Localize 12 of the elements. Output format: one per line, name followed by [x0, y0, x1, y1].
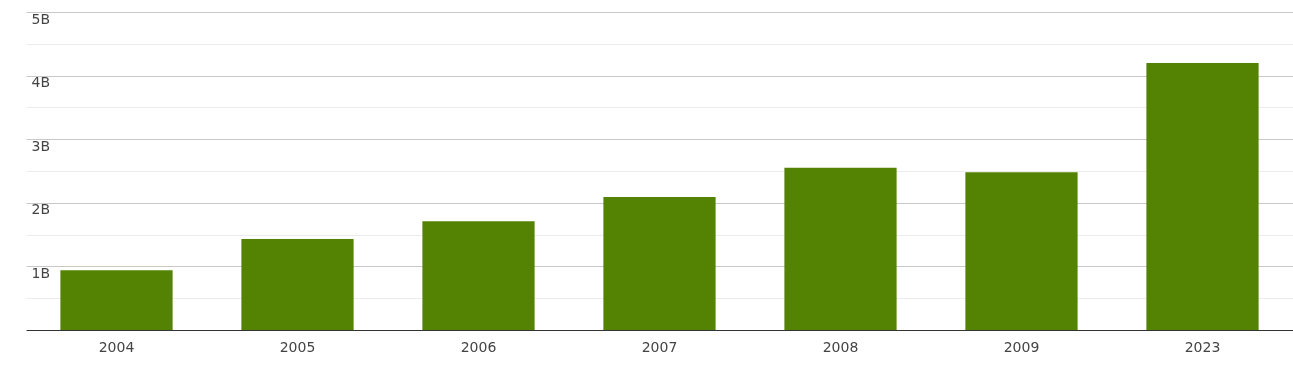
- y-tick-label: 4B: [31, 74, 51, 91]
- y-tick-label: 3B: [31, 137, 51, 154]
- x-tick-label: 2008: [822, 338, 859, 355]
- x-tick-label: 2009: [1003, 338, 1040, 355]
- x-tick-label: 2023: [1184, 338, 1221, 355]
- x-tick-label: 2004: [98, 338, 135, 355]
- y-tick-label: 1B: [31, 264, 51, 281]
- x-tick-label: 2005: [279, 338, 316, 355]
- y-tick-label: 5B: [31, 10, 51, 27]
- x-tick-label: 2006: [460, 338, 497, 355]
- x-tick-label: 2007: [641, 338, 678, 355]
- y-tick-label: 2B: [31, 201, 51, 218]
